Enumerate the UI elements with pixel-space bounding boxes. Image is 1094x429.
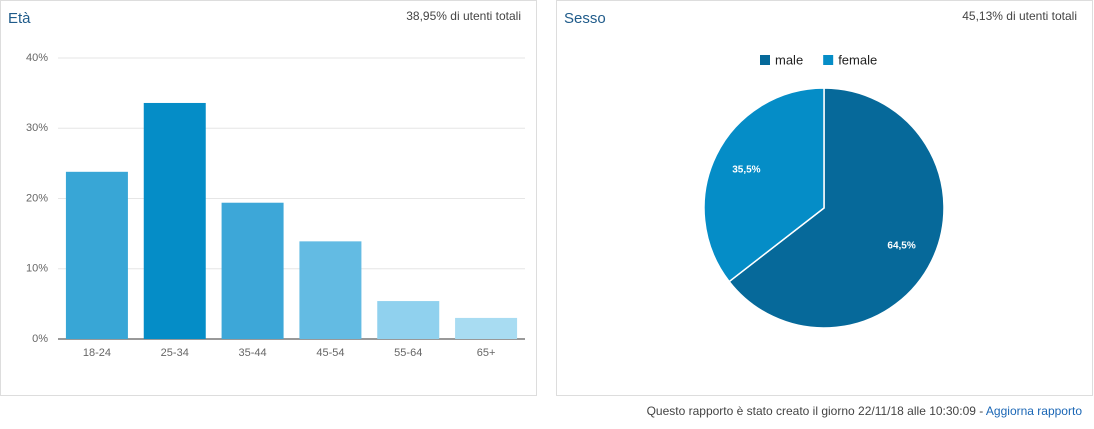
- bar: [455, 317, 518, 339]
- bar: [299, 241, 362, 339]
- legend-swatch: [760, 55, 770, 65]
- footer: Questo rapporto è stato creato il giorno…: [647, 404, 1083, 418]
- bar: [65, 171, 128, 339]
- refresh-link[interactable]: Aggiorna rapporto: [986, 404, 1082, 418]
- x-tick-label: 55-64: [394, 347, 422, 359]
- x-tick-label: 45-54: [316, 347, 344, 359]
- legend-label: male: [775, 52, 803, 67]
- x-tick-label: 35-44: [239, 347, 267, 359]
- bar: [221, 202, 284, 339]
- x-tick-label: 18-24: [83, 347, 111, 359]
- footer-text: Questo rapporto è stato creato il giorno…: [647, 404, 986, 418]
- slice-label: 35,5%: [732, 165, 760, 176]
- panel-subtitle: 45,13% di utenti totali: [962, 9, 1077, 23]
- x-tick-label: 25-34: [161, 347, 189, 359]
- bar: [377, 301, 440, 339]
- y-tick-label: 0%: [32, 333, 48, 345]
- y-tick-label: 20%: [26, 192, 48, 204]
- x-tick-label: 65+: [477, 347, 496, 359]
- y-tick-label: 40%: [26, 52, 48, 64]
- pie-slice: [728, 87, 945, 329]
- bar: [143, 102, 206, 340]
- slice-label: 64,5%: [887, 241, 915, 252]
- legend-swatch: [823, 55, 834, 65]
- y-tick-label: 10%: [26, 263, 48, 275]
- pie-slice: [703, 87, 825, 283]
- panel-title: Età: [8, 10, 31, 27]
- y-tick-label: 30%: [26, 122, 48, 134]
- panel-subtitle: 38,95% di utenti totali: [406, 9, 521, 23]
- panel-title: Sesso: [564, 10, 606, 27]
- legend-label: female: [838, 52, 877, 67]
